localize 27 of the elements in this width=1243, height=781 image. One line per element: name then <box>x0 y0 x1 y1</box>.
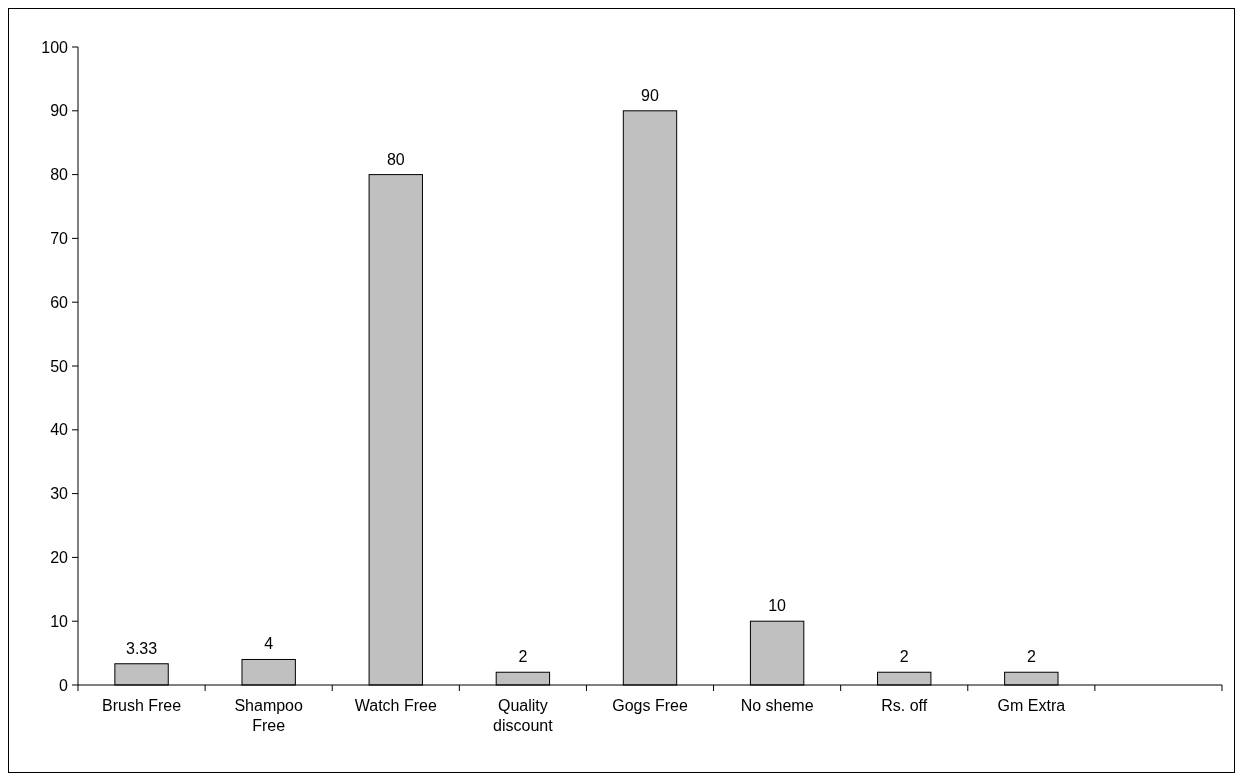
data-label: 2 <box>899 648 909 666</box>
y-tick-label: 90 <box>50 102 69 120</box>
y-tick-label: 60 <box>50 293 69 311</box>
y-tick-label: 20 <box>50 549 69 566</box>
y-tick-label: 30 <box>50 485 69 503</box>
data-label: 80 <box>386 150 405 168</box>
y-tick-label: 50 <box>50 357 69 375</box>
x-tick-label: Rs. off <box>881 697 928 714</box>
data-label: 2 <box>1026 648 1036 666</box>
y-tick-label: 100 <box>41 38 69 56</box>
x-tick-label: Watch Free <box>354 697 437 714</box>
x-tick-label: Shampoo Free <box>234 697 304 734</box>
x-tick-label: Brush Free <box>101 697 182 714</box>
y-tick-label: 40 <box>50 421 69 439</box>
y-tick-label: 80 <box>50 166 69 184</box>
data-label: 10 <box>768 597 787 615</box>
x-tick-label: Gm Extra <box>997 697 1066 714</box>
x-tick-label: Gogs Free <box>612 697 688 714</box>
x-tick-label: Quality discount <box>493 697 554 734</box>
y-tick-label: 0 <box>59 676 69 694</box>
data-label: 3.33 <box>125 639 158 657</box>
y-tick-label: 70 <box>50 230 69 247</box>
y-tick-label: 10 <box>50 612 69 630</box>
data-label: 90 <box>641 86 659 104</box>
data-label: 2 <box>518 648 528 666</box>
data-label: 4 <box>264 635 274 653</box>
x-tick-label: No sheme <box>740 697 814 714</box>
